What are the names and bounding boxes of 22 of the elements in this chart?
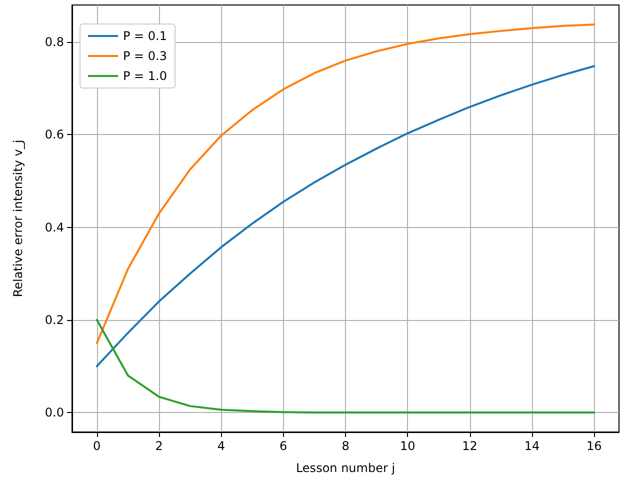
x-axis-title: Lesson number j: [296, 461, 396, 475]
legend-label: P = 0.1: [123, 29, 168, 43]
x-tick-label: 16: [586, 439, 602, 453]
x-tick-label: 0: [93, 439, 101, 453]
y-tick-label: 0.2: [44, 312, 64, 327]
y-tick-label: 0.8: [44, 35, 64, 50]
x-tick-label: 12: [462, 439, 478, 453]
x-tick-label: 6: [280, 439, 288, 453]
x-tick-label: 8: [342, 439, 350, 453]
y-tick-label: 0.4: [44, 220, 64, 234]
legend-label: P = 1.0: [123, 69, 168, 83]
y-axis-title: Relative error intensity v_j: [11, 140, 25, 298]
y-tick-label: 0.6: [44, 128, 64, 142]
x-tick-label: 2: [155, 439, 163, 453]
y-tick-label: 0.0: [44, 406, 64, 420]
line-series: [96, 23, 596, 344]
x-tick-label: 4: [217, 439, 225, 453]
x-tick-label: 10: [400, 439, 416, 453]
line-series: [96, 318, 596, 414]
line-series: [96, 65, 596, 368]
x-tick-label: 14: [524, 439, 540, 453]
legend-label: P = 0.3: [123, 49, 168, 63]
